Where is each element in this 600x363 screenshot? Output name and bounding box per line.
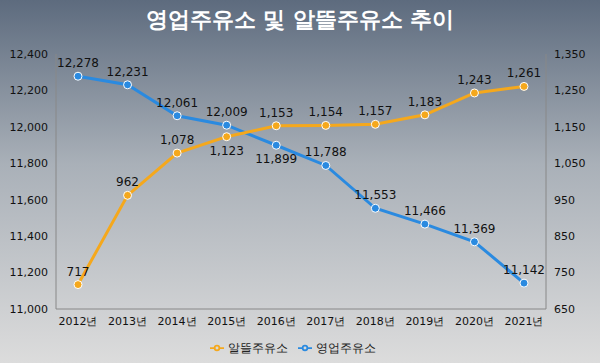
- svg-text:12,200: 12,200: [10, 84, 49, 97]
- svg-text:12,061: 12,061: [156, 96, 198, 110]
- svg-text:2016년: 2016년: [257, 315, 296, 328]
- svg-text:750: 750: [554, 266, 575, 279]
- svg-text:650: 650: [554, 303, 575, 316]
- svg-text:2021년: 2021년: [505, 315, 544, 328]
- svg-text:1,078: 1,078: [160, 133, 194, 147]
- svg-text:12,000: 12,000: [10, 121, 49, 134]
- svg-text:2013년: 2013년: [108, 315, 147, 328]
- svg-text:1,350: 1,350: [554, 48, 586, 61]
- html-text:영업주유소 및 알뜰주유소 추이: 영업주유소 및 알뜰주유소 추이: [145, 7, 455, 32]
- svg-text:2012년: 2012년: [59, 315, 98, 328]
- svg-text:11,000: 11,000: [10, 303, 49, 316]
- svg-text:1,250: 1,250: [554, 84, 586, 97]
- svg-text:11,369: 11,369: [453, 222, 495, 236]
- svg-text:1,243: 1,243: [457, 73, 491, 87]
- svg-text:1,123: 1,123: [209, 144, 243, 158]
- svg-text:2019년: 2019년: [405, 315, 444, 328]
- svg-text:11,899: 11,899: [255, 152, 297, 166]
- svg-text:2018년: 2018년: [356, 315, 395, 328]
- svg-text:1,150: 1,150: [554, 121, 586, 134]
- svg-text:12,009: 12,009: [206, 105, 248, 119]
- svg-text:11,142: 11,142: [503, 263, 545, 277]
- svg-text:11,200: 11,200: [10, 266, 49, 279]
- html-text:알뜰주유소: 알뜰주유소: [228, 341, 288, 355]
- html-text:영업주유소: 영업주유소: [316, 341, 376, 355]
- svg-text:11,800: 11,800: [10, 157, 49, 170]
- svg-text:11,553: 11,553: [354, 188, 396, 202]
- svg-text:717: 717: [67, 265, 90, 279]
- svg-text:11,400: 11,400: [10, 230, 49, 243]
- svg-text:1,157: 1,157: [358, 104, 392, 118]
- svg-text:2017년: 2017년: [306, 315, 345, 328]
- svg-text:1,154: 1,154: [309, 105, 343, 119]
- svg-text:11,600: 11,600: [10, 194, 49, 207]
- svg-text:850: 850: [554, 230, 575, 243]
- svg-text:1,050: 1,050: [554, 157, 586, 170]
- svg-text:1,153: 1,153: [259, 106, 293, 120]
- svg-text:1,183: 1,183: [408, 95, 442, 109]
- svg-text:1,261: 1,261: [507, 66, 541, 80]
- svg-text:11,466: 11,466: [404, 204, 446, 218]
- svg-text:950: 950: [554, 194, 575, 207]
- svg-text:2020년: 2020년: [455, 315, 494, 328]
- svg-text:12,400: 12,400: [10, 48, 49, 61]
- svg-text:11,788: 11,788: [305, 145, 347, 159]
- svg-text:962: 962: [116, 175, 139, 189]
- svg-text:2015년: 2015년: [207, 315, 246, 328]
- svg-text:12,278: 12,278: [57, 56, 99, 70]
- svg-text:2014년: 2014년: [158, 315, 197, 328]
- svg-text:12,231: 12,231: [107, 65, 149, 79]
